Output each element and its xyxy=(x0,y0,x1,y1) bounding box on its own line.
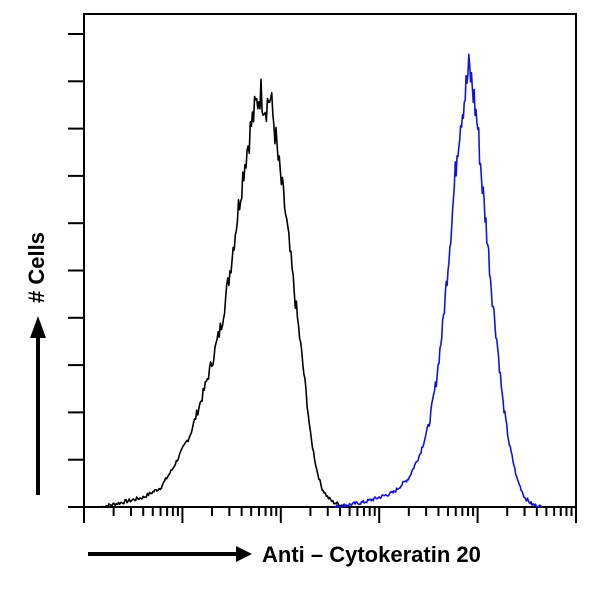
x-axis-label: Anti – Cytokeratin 20 xyxy=(262,542,481,567)
plot-frame xyxy=(83,13,577,508)
y-axis-label: # Cells xyxy=(24,232,49,303)
x-axis-arrow-head xyxy=(236,546,252,562)
histogram-series-1 xyxy=(101,78,348,508)
y-axis-arrow-head xyxy=(30,316,46,338)
histogram-series-2 xyxy=(333,53,543,508)
